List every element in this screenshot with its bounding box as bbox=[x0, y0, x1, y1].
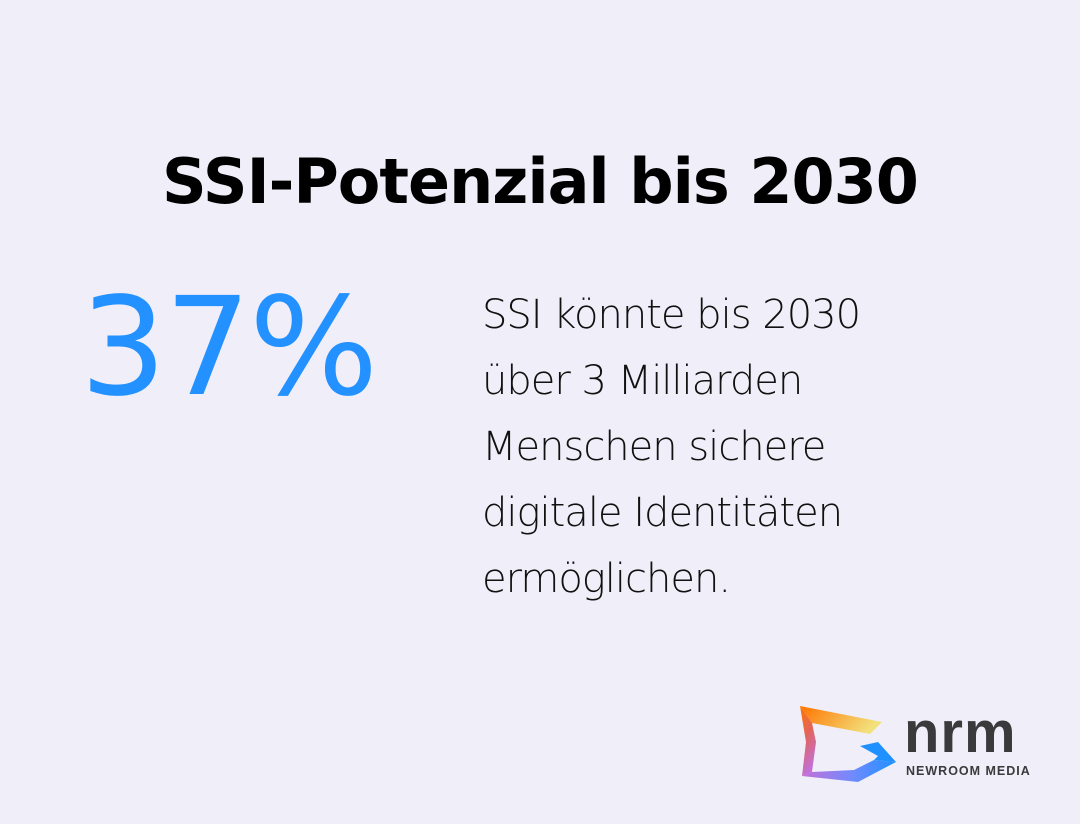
newroom-media-logo-icon bbox=[800, 706, 896, 782]
stat-description-line: über 3 Milliarden bbox=[482, 358, 803, 404]
brand-name: NEWROOM MEDIA bbox=[906, 764, 1031, 778]
brand-wordmark: nrm bbox=[904, 700, 1017, 765]
stat-description-line: digitale Identitäten bbox=[482, 490, 843, 536]
stat-percentage: 37% bbox=[80, 269, 378, 427]
stat-description: SSI könnte bis 2030 über 3 Milliarden Me… bbox=[482, 282, 952, 612]
page-title: SSI-Potenzial bis 2030 bbox=[162, 144, 919, 218]
stat-description-line: ermöglichen. bbox=[482, 556, 731, 602]
brand-logo: nrm NEWROOM MEDIA bbox=[798, 702, 1048, 786]
stat-description-line: SSI könnte bis 2030 bbox=[482, 292, 861, 338]
stat-description-line: Menschen sichere bbox=[482, 424, 826, 470]
